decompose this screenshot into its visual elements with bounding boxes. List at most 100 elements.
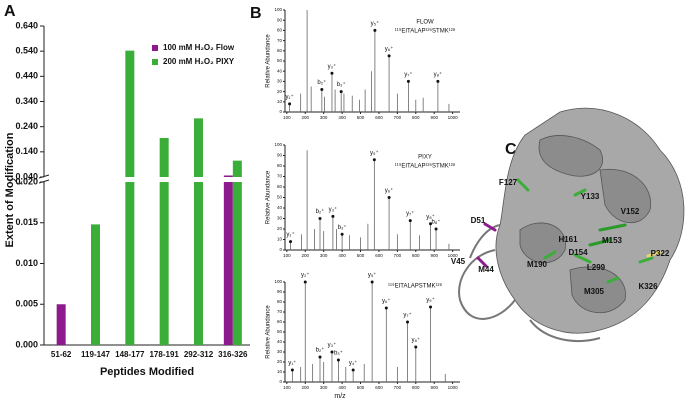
peak-label: y₃⁺ bbox=[329, 206, 338, 213]
residue-labels: F127 Y133 D51 V152 H161 M153 V45 D154 M44 M190 L29… bbox=[451, 178, 670, 296]
peak-marker bbox=[290, 368, 294, 372]
bar bbox=[232, 182, 242, 345]
residue-label: P322 bbox=[651, 249, 670, 258]
x-tick-label: 200 bbox=[302, 253, 310, 258]
peak-marker bbox=[339, 90, 343, 94]
x-tick-label: 200 bbox=[302, 115, 310, 120]
peak-marker bbox=[373, 28, 377, 32]
y-tick-label: 70 bbox=[277, 174, 283, 179]
y-tick-label: 30 bbox=[277, 216, 283, 221]
y-tick-label: 80 bbox=[277, 299, 283, 304]
y-tick-label: 0.040 bbox=[15, 171, 38, 181]
peak-marker bbox=[436, 79, 440, 83]
peak-label: y₈⁺ bbox=[411, 337, 420, 344]
y-tick-label: 40 bbox=[277, 68, 283, 73]
peak-label: y₉⁺ bbox=[426, 297, 435, 304]
y-tick-label: 0.540 bbox=[15, 46, 38, 56]
x-tick-label: 900 bbox=[430, 115, 438, 120]
peak-marker bbox=[330, 71, 334, 75]
spectrum-sequence: ¹¹⁹EITALAPSTMK¹²⁸ bbox=[388, 283, 442, 290]
spectrum-title: FLOW bbox=[416, 20, 434, 26]
x-tick-label: 200 bbox=[302, 385, 310, 390]
y-tick-label: 60 bbox=[277, 48, 283, 53]
peak-label: y₈⁺ bbox=[426, 213, 435, 220]
bar bbox=[194, 118, 203, 177]
x-tick-label: 500 bbox=[357, 253, 365, 258]
x-tick-label: 51-62 bbox=[51, 350, 72, 359]
peak-marker bbox=[429, 222, 433, 226]
x-tick-label: 600 bbox=[375, 385, 383, 390]
y-tick-label: 0 bbox=[279, 379, 282, 384]
x-tick-label: 800 bbox=[412, 253, 420, 258]
y-tick-label: 90 bbox=[277, 289, 283, 294]
peak-label: y₆⁺ bbox=[385, 45, 394, 52]
y-tick-label: 0.440 bbox=[15, 71, 38, 81]
y-tick-label: 60 bbox=[277, 319, 283, 324]
peak-marker bbox=[384, 306, 388, 310]
panel-label: B bbox=[250, 5, 262, 22]
x-tick-label: 100 bbox=[283, 253, 291, 258]
x-tick-label: 900 bbox=[430, 385, 438, 390]
x-tick-label: 1000 bbox=[448, 385, 459, 390]
y-tick-label: 0.010 bbox=[15, 258, 38, 268]
peak-label: y₂⁺ bbox=[301, 272, 310, 279]
peak-marker bbox=[370, 280, 374, 284]
bar bbox=[56, 304, 66, 345]
peak-marker bbox=[340, 232, 344, 236]
peak-marker bbox=[318, 217, 322, 220]
y-tick-label: 70 bbox=[277, 309, 283, 314]
y-tick-label: 0.340 bbox=[15, 96, 38, 106]
x-tick-label: 300 bbox=[320, 115, 328, 120]
peak-label: y₁⁺ bbox=[286, 231, 294, 238]
axis-break bbox=[9, 178, 23, 185]
x-tick-label: 400 bbox=[338, 385, 346, 390]
peak-label: y₄⁺ bbox=[349, 360, 358, 367]
peak-label: y₅⁺ bbox=[370, 149, 379, 156]
y-tick-label: 20 bbox=[277, 359, 283, 364]
peak-marker bbox=[351, 368, 355, 372]
peak-label: y₈⁺ bbox=[434, 71, 443, 78]
peak-label: y₆⁺ bbox=[385, 187, 394, 194]
y-tick-label: 30 bbox=[277, 349, 283, 354]
legend-swatch bbox=[152, 59, 158, 65]
protein-structure bbox=[458, 107, 685, 342]
y-tick-label: 50 bbox=[277, 329, 283, 334]
x-tick-label: 316-326 bbox=[218, 350, 248, 359]
x-axis-label: Peptides Modified bbox=[100, 366, 194, 378]
spectrum-title: PIXY bbox=[418, 155, 432, 161]
x-tick-label: 1000 bbox=[448, 253, 459, 258]
peak-label: y₃⁺ bbox=[328, 63, 337, 70]
bar bbox=[159, 137, 169, 177]
residue-label: M305 bbox=[584, 287, 605, 296]
peak-marker bbox=[331, 214, 335, 218]
x-tick-label: 600 bbox=[375, 253, 383, 258]
peak-marker bbox=[387, 196, 391, 199]
bar bbox=[194, 182, 203, 345]
peak-label: b₃⁺ bbox=[338, 224, 347, 231]
y-tick-label: 90 bbox=[277, 17, 283, 22]
spectrum-sequence: ¹¹⁹EITALAP¹²⁵STMK¹²⁸ bbox=[395, 163, 456, 170]
peak-marker bbox=[288, 102, 292, 106]
y-tick-label: 40 bbox=[277, 205, 283, 210]
y-tick-label: 0.640 bbox=[15, 20, 38, 30]
residue-label: M44 bbox=[478, 265, 494, 274]
peak-label: b₂⁺ bbox=[317, 79, 326, 86]
bar bbox=[223, 175, 233, 177]
y-axis bbox=[43, 26, 250, 346]
peak-marker bbox=[303, 280, 307, 284]
residue-label: M190 bbox=[527, 260, 548, 269]
residue-label: L299 bbox=[587, 263, 606, 272]
y-tick-label: 80 bbox=[277, 163, 283, 168]
spectrum-sequence: ¹¹⁹EITALAP¹²⁵STMK¹²⁸ bbox=[395, 28, 456, 35]
y-tick-label: 80 bbox=[277, 28, 283, 33]
x-tick-label: 178-191 bbox=[149, 350, 179, 359]
x-tick-label: 100 bbox=[283, 115, 291, 120]
x-tick-label: 400 bbox=[338, 115, 346, 120]
y-tick-label: 10 bbox=[277, 369, 283, 374]
x-tick-label: 119-147 bbox=[81, 350, 110, 359]
y-tick-label: 50 bbox=[277, 195, 283, 200]
y-tick-label: 10 bbox=[277, 237, 283, 242]
x-axis-label: m/z bbox=[334, 393, 346, 400]
y-tick-label: 0.020 bbox=[15, 176, 38, 186]
